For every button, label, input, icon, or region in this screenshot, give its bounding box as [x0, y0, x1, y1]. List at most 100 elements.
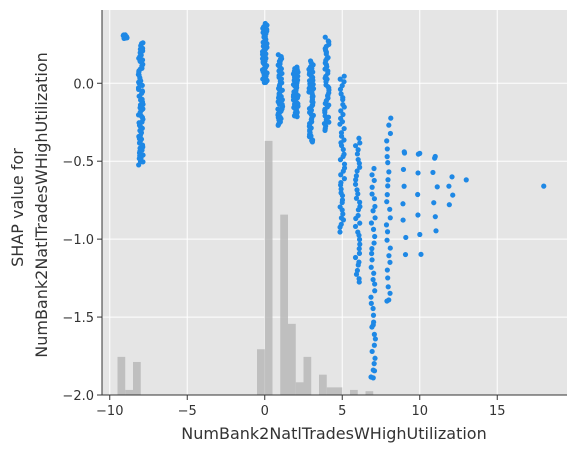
- scatter-point: [370, 276, 376, 283]
- scatter-point: [387, 259, 393, 265]
- scatter-point: [371, 177, 377, 184]
- scatter-point: [384, 237, 390, 243]
- scatter-point: [385, 183, 391, 189]
- x-tick-label: 15: [489, 404, 506, 419]
- scatter-point: [357, 199, 363, 205]
- scatter-point: [401, 149, 407, 155]
- y-axis-label-line-1: SHAP value for: [8, 148, 27, 267]
- scatter-point: [371, 165, 377, 172]
- scatter-point: [370, 375, 376, 381]
- scatter-point: [370, 226, 377, 232]
- scatter-point: [340, 146, 346, 153]
- scatter-point: [354, 168, 360, 174]
- histogram-bar: [326, 387, 335, 395]
- scatter-point: [337, 229, 343, 235]
- scatter-point: [385, 275, 391, 281]
- scatter-point: [541, 183, 547, 189]
- scatter-point: [400, 217, 406, 223]
- scatter-point: [384, 199, 390, 205]
- scatter-point: [383, 222, 390, 228]
- feature-histogram: [117, 140, 374, 395]
- scatter-point: [371, 196, 378, 202]
- scatter-point: [370, 367, 376, 373]
- scatter-point: [338, 215, 345, 221]
- histogram-bar: [133, 361, 141, 395]
- y-axis-label: SHAP value for NumBank2NatlTradesWHighUt…: [8, 52, 51, 357]
- scatter-point: [275, 106, 281, 112]
- scatter-point: [352, 254, 359, 261]
- scatter-point: [338, 190, 344, 196]
- scatter-point: [417, 231, 423, 238]
- scatter-point: [463, 177, 469, 183]
- scatter-point: [384, 229, 391, 235]
- scatter-point: [369, 257, 375, 263]
- scatter-point: [339, 197, 346, 203]
- histogram-bar: [288, 323, 296, 395]
- scatter-point: [340, 211, 346, 217]
- scatter-point: [418, 251, 424, 257]
- scatter-point: [433, 228, 439, 234]
- scatter-point: [372, 233, 378, 240]
- scatter-point: [430, 169, 436, 176]
- scatter-point: [340, 101, 346, 108]
- scatter-point: [357, 204, 363, 210]
- scatter-point: [369, 184, 375, 190]
- x-tick-label: 0: [261, 404, 269, 419]
- scatter-point: [449, 174, 455, 180]
- scatter-point: [446, 183, 452, 189]
- scatter-point: [372, 288, 378, 294]
- scatter-point: [371, 270, 377, 276]
- scatter-point: [352, 143, 359, 149]
- histogram-bar: [257, 349, 265, 395]
- scatter-point: [386, 253, 392, 259]
- scatter-point: [402, 251, 409, 258]
- scatter-point: [450, 192, 456, 198]
- scatter-point: [354, 267, 361, 274]
- scatter-point: [338, 221, 344, 227]
- histogram-bar: [365, 391, 374, 395]
- scatter-point: [354, 187, 360, 193]
- scatter-point: [356, 246, 362, 252]
- scatter-point: [338, 172, 344, 178]
- y-axis-ticks: −2.0 −1.5 −1.0 −0.5 0.0: [62, 77, 102, 404]
- scatter-point: [356, 236, 363, 243]
- scatter-point: [337, 204, 343, 210]
- x-axis-label: NumBank2NatlTradesWHighUtilization: [181, 424, 486, 443]
- scatter-point: [309, 137, 316, 143]
- scatter-point: [355, 147, 361, 153]
- scatter-point: [353, 177, 359, 183]
- y-axis-label-line-2: NumBank2NatlTradesWHighUtilization: [32, 52, 51, 357]
- scatter-point: [400, 201, 406, 207]
- scatter-point: [368, 264, 374, 270]
- scatter-point: [341, 137, 347, 143]
- scatter-point: [386, 297, 392, 303]
- scatter-point: [122, 32, 128, 38]
- scatter-point: [432, 214, 438, 220]
- scatter-point: [434, 184, 440, 190]
- scatter-point: [355, 212, 361, 219]
- scatter-point: [338, 115, 344, 122]
- y-tick-label: −0.5: [62, 155, 94, 170]
- scatter-point: [368, 294, 374, 300]
- scatter-point: [386, 169, 392, 175]
- scatter-point: [368, 300, 374, 306]
- histogram-bar: [280, 214, 288, 395]
- x-tick-label: 5: [338, 404, 346, 419]
- scatter-point: [357, 241, 363, 247]
- scatter-point: [369, 246, 375, 252]
- x-axis-ticks: −10 −5 0 5 10 15: [96, 395, 506, 419]
- scatter-point: [372, 355, 378, 361]
- scatter-point: [384, 154, 390, 160]
- scatter-point: [384, 267, 390, 273]
- scatter-point: [356, 135, 362, 141]
- scatter-point: [415, 191, 421, 198]
- scatter-point: [355, 191, 361, 197]
- scatter-point: [385, 160, 391, 166]
- scatter-point: [369, 250, 375, 257]
- scatter-point: [341, 73, 347, 79]
- histogram-bar: [334, 387, 343, 395]
- scatter-point: [275, 52, 281, 58]
- scatter-point: [369, 191, 375, 197]
- scatter-point: [341, 79, 347, 85]
